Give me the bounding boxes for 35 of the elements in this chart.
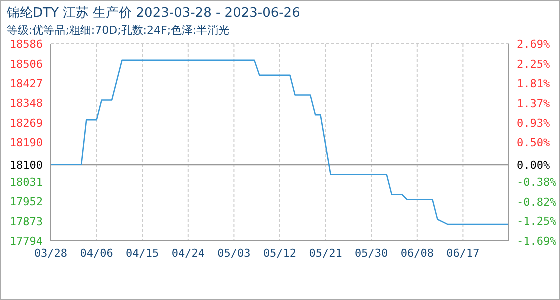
x-tick-label: 05/30: [355, 246, 388, 260]
x-tick-label: 06/17: [446, 246, 480, 260]
y2-tick-label: -0.38%: [517, 176, 558, 190]
x-tick-label: 04/15: [126, 246, 160, 260]
x-tick-label: 04/06: [80, 246, 114, 260]
y-tick-label: 18586: [10, 38, 43, 51]
y2-tick-label: 1.81%: [517, 78, 550, 91]
y-tick-label: 18190: [10, 136, 43, 150]
line-series: [51, 60, 509, 226]
chart-title: 锦纶DTY 江苏 生产价 2023-03-28 - 2023-06-26: [7, 5, 300, 22]
x-tick-label: 05/03: [218, 246, 251, 260]
y-tick-label: 18427: [10, 78, 43, 91]
y-tick-label: 18348: [10, 97, 43, 110]
y2-tick-label: -1.69%: [517, 235, 558, 248]
y2-tick-label: -0.82%: [517, 196, 558, 209]
y2-tick-label: 0.00%: [517, 158, 550, 172]
y-tick-label: 18506: [10, 58, 43, 71]
x-tick-label: 05/21: [309, 246, 342, 260]
y2-tick-label: 2.25%: [517, 58, 550, 71]
y2-tick-label: 1.37%: [517, 97, 550, 110]
y-tick-label: 18269: [10, 116, 43, 130]
x-tick-label: 05/12: [263, 246, 297, 260]
y2-tick-label: -1.25%: [517, 215, 558, 228]
x-tick-label: 06/08: [400, 246, 434, 260]
y-tick-label: 17873: [10, 215, 43, 228]
y-tick-label: 17794: [10, 235, 44, 248]
chart-subtitle: 等级:优等品;粗细:70D;孔数:24F;色泽:半消光: [7, 23, 230, 38]
y2-tick-label: 0.93%: [517, 117, 550, 130]
y-tick-label: 17952: [10, 196, 43, 209]
y2-tick-label: 0.50%: [517, 136, 550, 150]
y-tick-label: 18031: [10, 176, 43, 190]
x-tick-label: 04/24: [172, 246, 206, 260]
x-tick-label: 03/28: [34, 246, 68, 260]
y2-tick-label: 2.69%: [517, 38, 550, 51]
y-tick-label: 18100: [10, 158, 43, 172]
